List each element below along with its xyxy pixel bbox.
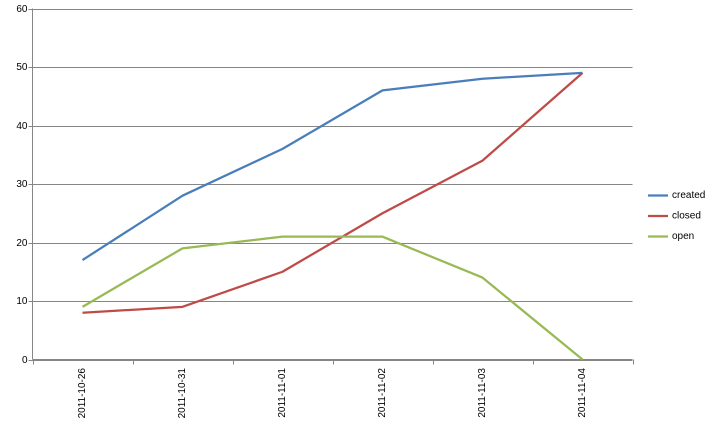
y-tick-label: 0 <box>22 355 28 366</box>
x-tick-label: 2011-11-01 <box>277 368 288 418</box>
x-tick-label: 2011-11-03 <box>477 368 488 418</box>
x-tick-label: 2011-10-26 <box>77 368 88 419</box>
x-tick-label: 2011-11-02 <box>377 368 388 418</box>
legend-label: open <box>672 231 694 242</box>
y-tick-label: 30 <box>16 179 28 190</box>
series-line <box>81 235 584 361</box>
x-tick-label: 2011-11-04 <box>577 368 588 418</box>
series-line <box>82 72 584 314</box>
legend-label: closed <box>672 211 701 222</box>
x-tick-label: 2011-10-31 <box>177 368 188 419</box>
y-tick-label: 60 <box>16 4 28 15</box>
legend-label: created <box>672 190 705 201</box>
y-tick-label: 20 <box>16 238 28 249</box>
y-tick-label: 50 <box>16 62 28 73</box>
y-tick-label: 40 <box>16 121 28 132</box>
series-line <box>81 71 583 261</box>
y-tick-label: 10 <box>16 296 28 307</box>
